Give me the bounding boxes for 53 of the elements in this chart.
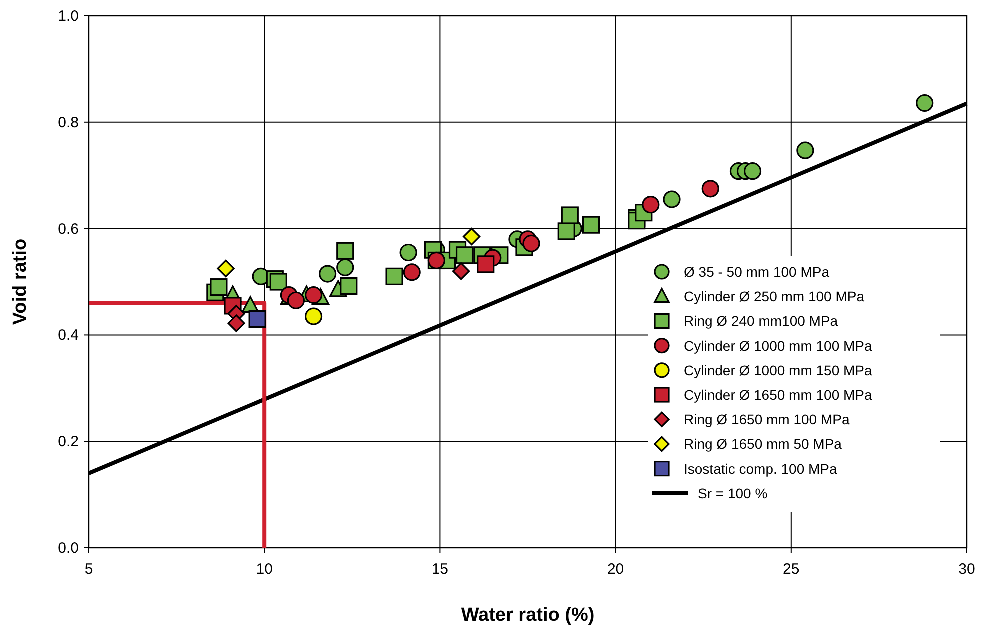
point — [400, 244, 418, 262]
point — [477, 256, 495, 274]
point — [270, 273, 288, 291]
legend-label: Cylinder Ø 1000 mm 100 MPa — [684, 338, 873, 354]
point — [248, 310, 266, 328]
point — [386, 268, 404, 286]
x-tick-label: 15 — [432, 561, 449, 578]
x-axis-title: Water ratio (%) — [461, 605, 595, 626]
legend-label: Ø 35 - 50 mm 100 MPa — [684, 264, 830, 280]
point — [403, 264, 421, 282]
x-tick-label: 10 — [256, 561, 273, 578]
point — [452, 262, 470, 280]
legend-label: Ring Ø 1650 mm 50 MPa — [684, 436, 842, 452]
point — [319, 265, 337, 283]
point — [304, 308, 323, 326]
point — [642, 196, 660, 214]
point — [916, 94, 934, 112]
point — [796, 142, 814, 160]
legend-label: Ring Ø 1650 mm 100 MPa — [684, 412, 850, 428]
point — [340, 277, 358, 296]
x-tick-label: 30 — [958, 561, 976, 578]
y-tick-label: 0.4 — [58, 327, 79, 344]
point — [744, 162, 762, 180]
point — [663, 190, 681, 208]
y-tick-label: 0.8 — [58, 114, 79, 132]
point — [217, 260, 235, 278]
legend-label: Cylinder Ø 1650 mm 100 MPa — [684, 387, 873, 403]
point — [210, 278, 228, 296]
legend-label: Cylinder Ø 250 mm 100 MPa — [684, 288, 865, 305]
y-tick-label: 1.0 — [58, 8, 79, 25]
point — [561, 206, 579, 224]
point — [522, 234, 540, 252]
y-tick-label: 0.0 — [58, 540, 79, 557]
point — [702, 180, 720, 198]
point — [304, 286, 323, 304]
x-tick-label: 20 — [607, 561, 624, 578]
point — [228, 314, 246, 332]
x-tick-label: 25 — [783, 561, 800, 578]
y-tick-label: 0.2 — [58, 434, 79, 451]
point — [456, 246, 474, 264]
legend-label: Ring Ø 240 mm100 MPa — [684, 313, 838, 330]
y-tick-label: 0.6 — [58, 220, 79, 238]
y-axis-title: Void ratio — [10, 238, 31, 326]
legend-label: Isostatic comp. 100 MPa — [684, 460, 838, 477]
point — [582, 216, 600, 234]
point — [336, 242, 354, 260]
legend-label: Sr = 100 % — [698, 485, 768, 502]
point — [336, 258, 354, 276]
point — [287, 292, 306, 310]
legend-label: Cylinder Ø 1000 mm 150 MPa — [684, 362, 873, 378]
x-tick-label: 5 — [84, 561, 94, 578]
point — [558, 222, 576, 240]
point — [463, 228, 481, 246]
